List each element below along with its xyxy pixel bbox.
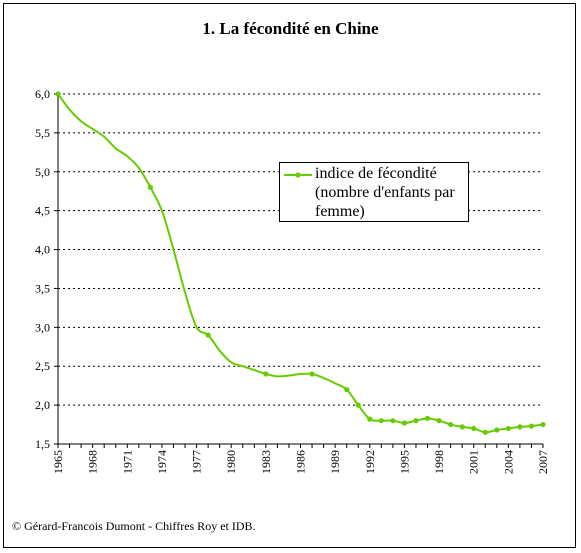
data-point bbox=[263, 371, 269, 377]
data-point bbox=[344, 386, 350, 393]
data-point bbox=[436, 418, 442, 424]
data-point bbox=[424, 415, 431, 421]
y-tick-label: 4,0 bbox=[35, 243, 50, 257]
x-tick-label: 1998 bbox=[432, 450, 446, 474]
legend-label: indice de fécondité (nombre d'enfants pa… bbox=[315, 165, 455, 220]
x-tick-label: 2004 bbox=[501, 450, 515, 474]
x-tick-label: 1980 bbox=[224, 450, 238, 474]
x-tick-label: 2007 bbox=[536, 450, 550, 474]
data-point bbox=[390, 418, 396, 424]
y-tick-label: 2,5 bbox=[35, 359, 50, 373]
data-point bbox=[540, 421, 546, 428]
y-tick-label: 3,0 bbox=[35, 320, 50, 334]
y-tick-label: 4,5 bbox=[35, 204, 50, 218]
x-tick-label: 1971 bbox=[120, 450, 134, 474]
y-tick-label: 5,5 bbox=[35, 126, 50, 140]
data-point bbox=[378, 418, 384, 424]
x-tick-label: 1986 bbox=[294, 450, 308, 474]
data-point bbox=[471, 425, 477, 432]
y-tick-labels: 1,5 2,0 2,5 3,0 3,5 4,0 4,5 5,0 5,5 6,0 bbox=[35, 87, 50, 451]
series-layer bbox=[55, 91, 546, 435]
legend-swatch bbox=[284, 172, 312, 178]
data-point bbox=[528, 423, 535, 429]
y-tick-label: 5,0 bbox=[35, 165, 50, 179]
x-tick-label: 1968 bbox=[86, 450, 100, 474]
data-point bbox=[309, 371, 315, 377]
gridlines bbox=[58, 93, 543, 406]
data-point bbox=[494, 427, 500, 433]
y-tick-label: 1,5 bbox=[35, 437, 50, 451]
x-tick-label: 1977 bbox=[190, 450, 204, 474]
x-tick-label: 1992 bbox=[363, 450, 377, 474]
legend: indice de fécondité (nombre d'enfants pa… bbox=[279, 162, 469, 222]
series-line bbox=[57, 93, 544, 434]
data-point bbox=[517, 424, 523, 430]
data-point bbox=[147, 184, 153, 190]
axes bbox=[54, 92, 544, 448]
data-point bbox=[55, 91, 61, 97]
data-point bbox=[413, 418, 419, 424]
x-tick-label: 1965 bbox=[51, 450, 65, 474]
y-tick-label: 2,0 bbox=[35, 398, 50, 412]
data-point bbox=[448, 421, 454, 428]
data-point bbox=[401, 420, 408, 426]
chart-title: 1. La fécondité en Chine bbox=[202, 19, 379, 38]
x-tick-label: 1989 bbox=[328, 450, 342, 474]
data-point bbox=[505, 425, 511, 432]
credit-text: © Gérard-Francois Dumont - Chiffres Roy … bbox=[12, 519, 256, 533]
x-tick-label: 1995 bbox=[397, 450, 411, 474]
data-point bbox=[459, 424, 465, 430]
data-point bbox=[205, 332, 211, 338]
x-tick-label: 1983 bbox=[259, 450, 273, 474]
data-point bbox=[355, 402, 361, 408]
x-tick-label: 1974 bbox=[155, 450, 169, 474]
x-tick-labels: 1965 1968 1971 1974 1977 1980 1983 1986 1989 1992… bbox=[51, 450, 550, 474]
data-point bbox=[482, 429, 488, 435]
y-tick-label: 3,5 bbox=[35, 281, 50, 295]
x-tick-label: 2001 bbox=[467, 450, 481, 474]
data-point bbox=[367, 416, 373, 422]
y-tick-label: 6,0 bbox=[35, 87, 50, 101]
